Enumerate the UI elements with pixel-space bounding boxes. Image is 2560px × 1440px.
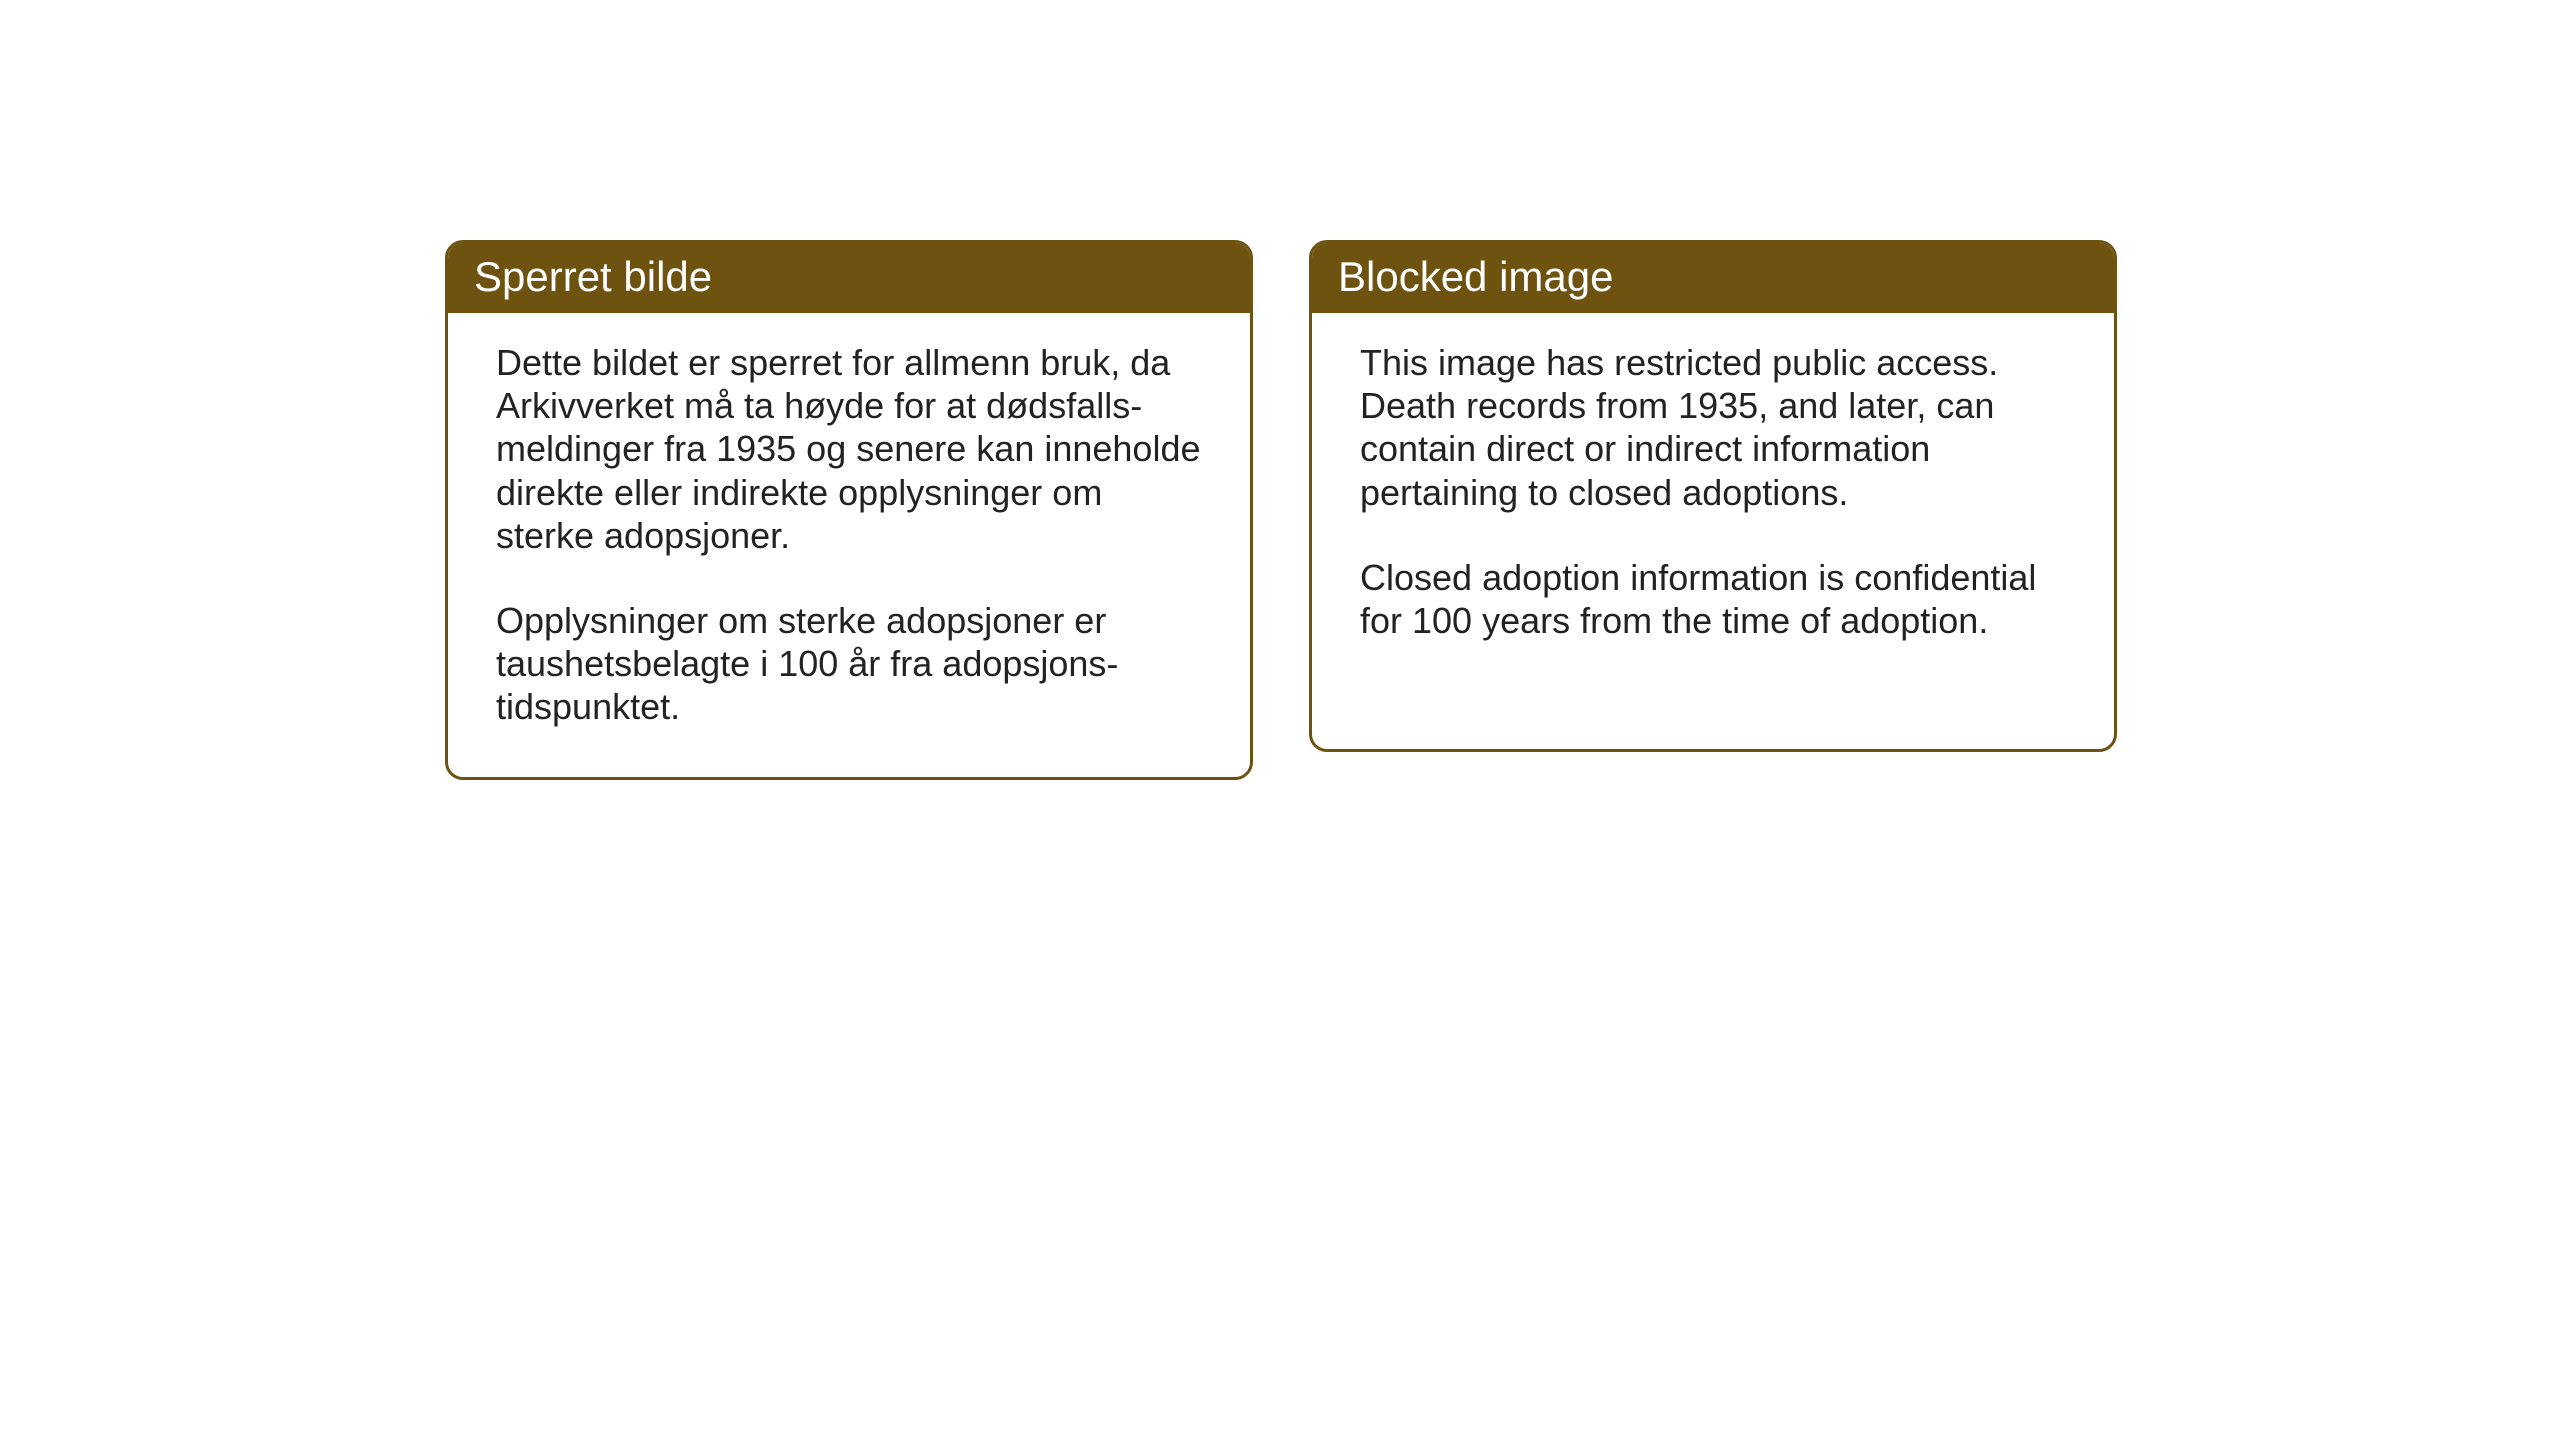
paragraph-norwegian-1: Dette bildet er sperret for allmenn bruk… xyxy=(496,341,1210,557)
paragraph-english-1: This image has restricted public access.… xyxy=(1360,341,2074,514)
card-body-norwegian: Dette bildet er sperret for allmenn bruk… xyxy=(448,313,1250,777)
notice-card-norwegian: Sperret bilde Dette bildet er sperret fo… xyxy=(445,240,1253,780)
card-body-english: This image has restricted public access.… xyxy=(1312,313,2114,690)
notice-container: Sperret bilde Dette bildet er sperret fo… xyxy=(445,240,2117,780)
card-header-norwegian: Sperret bilde xyxy=(448,243,1250,313)
notice-card-english: Blocked image This image has restricted … xyxy=(1309,240,2117,752)
paragraph-english-2: Closed adoption information is confident… xyxy=(1360,556,2074,642)
paragraph-norwegian-2: Opplysninger om sterke adopsjoner er tau… xyxy=(496,599,1210,729)
card-header-english: Blocked image xyxy=(1312,243,2114,313)
